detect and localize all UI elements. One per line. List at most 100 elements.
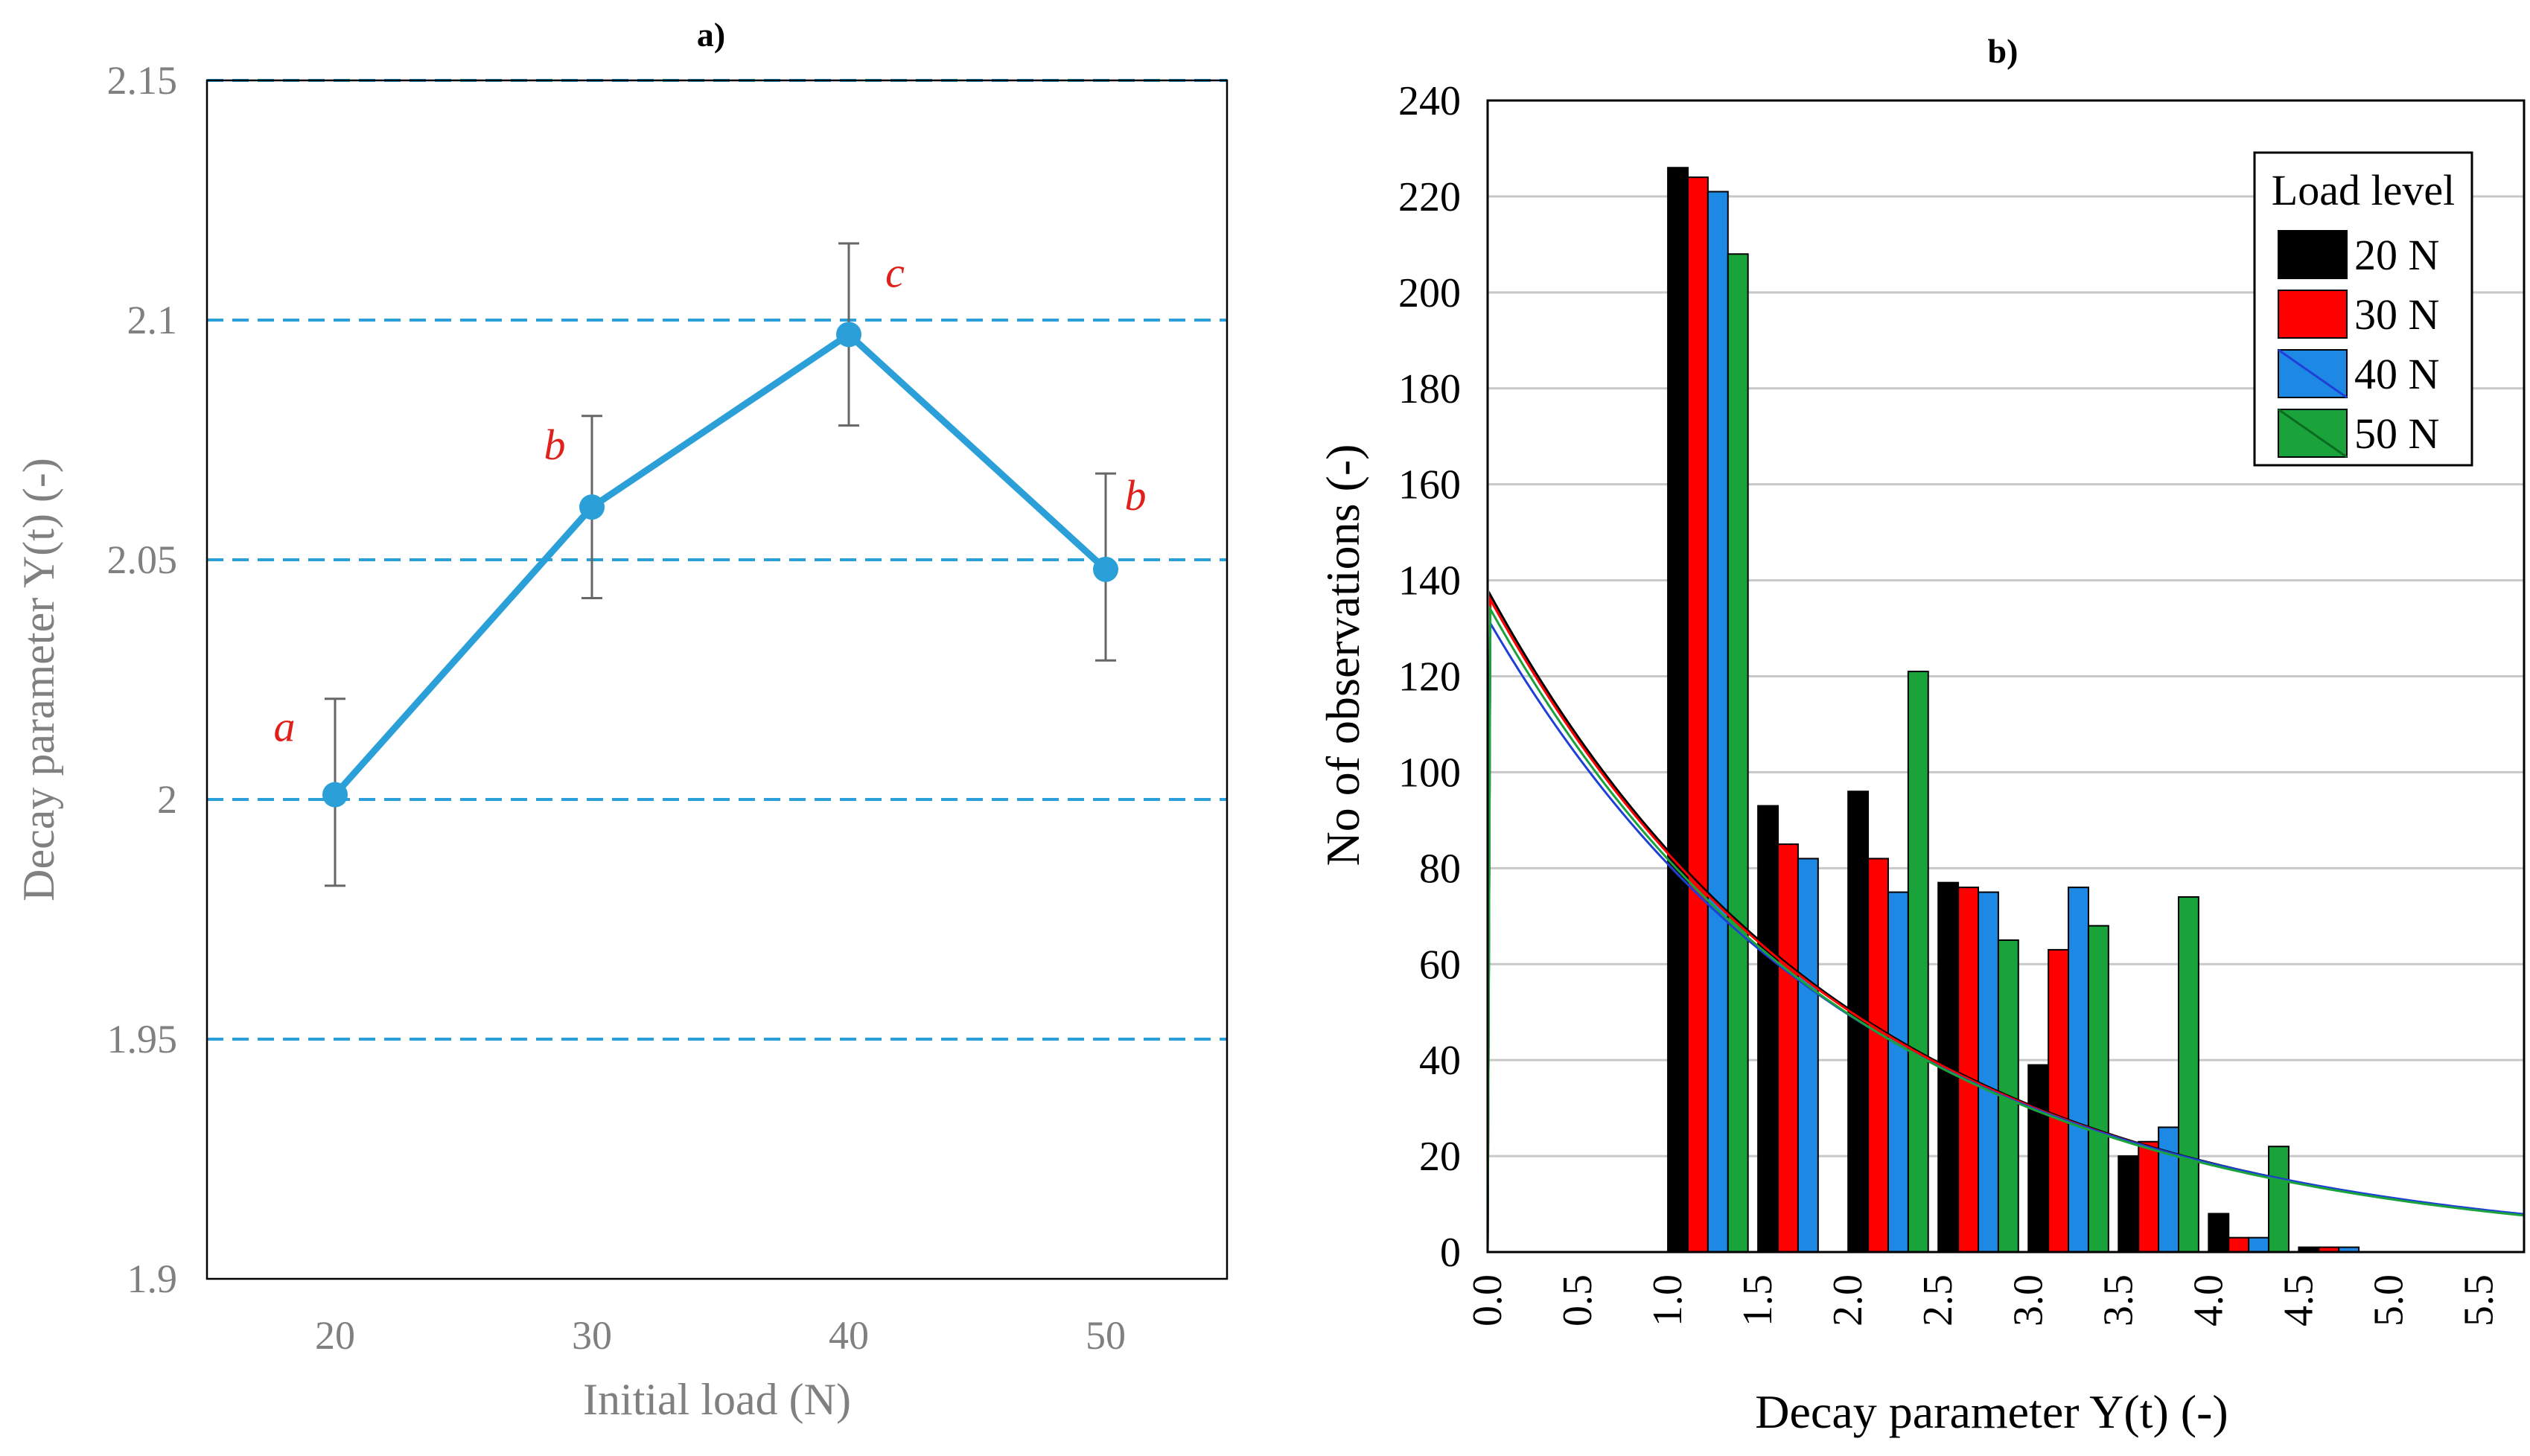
histogram-bar xyxy=(2138,1140,2160,1254)
histogram-bar xyxy=(2228,1236,2250,1253)
panel-b-x-axis-label: Decay parameter Y(t) (-) xyxy=(1755,1385,2228,1438)
histogram-bar xyxy=(1727,253,1749,1253)
panel-b-x-tick-label: 4.0 xyxy=(2185,1274,2231,1326)
panel-a-error-bars xyxy=(325,242,1116,887)
panel-b-y-tick-label: 0 xyxy=(1440,1230,1461,1276)
panel-b-x-tick-label: 1.0 xyxy=(1645,1274,1691,1326)
legend-swatch-curve xyxy=(2278,408,2348,459)
panel-a-points xyxy=(322,322,1118,808)
panel-b-title: b) xyxy=(1988,32,2018,70)
panel-a-group-letter: c xyxy=(885,248,905,296)
panel-b-y-tick-label: 140 xyxy=(1398,558,1461,604)
panel-b-y-tick-labels: 0 20 40 60 80 100 120 140 160 180 200 220 240 xyxy=(1398,78,1461,1276)
panel-a-group-letter: b xyxy=(544,421,566,469)
legend-swatch-curve xyxy=(2278,348,2348,399)
panel-b-y-tick-label: 20 xyxy=(1419,1134,1461,1180)
histogram-bar xyxy=(1777,843,1799,1253)
histogram-bar xyxy=(1978,891,1999,1253)
histogram-bar xyxy=(2087,925,2109,1254)
panel-b-y-tick-label: 220 xyxy=(1398,174,1461,220)
panel-b-y-tick-label: 120 xyxy=(1398,654,1461,700)
histogram-bar xyxy=(2208,1213,2230,1254)
panel-b-x-tick-label: 0.0 xyxy=(1465,1274,1511,1326)
panel-b-y-tick-label: 180 xyxy=(1398,366,1461,412)
panel-a-gridlines xyxy=(207,79,1227,1041)
panel-a-y-tick-label: 1.9 xyxy=(127,1257,178,1301)
panel-b-y-tick-label: 200 xyxy=(1398,270,1461,316)
histogram-bar xyxy=(1686,176,1709,1254)
panel-b-x-tick-label: 5.5 xyxy=(2456,1274,2502,1326)
legend-swatch xyxy=(2278,230,2348,279)
histogram-bar xyxy=(1887,891,1909,1253)
histogram-bar xyxy=(1797,858,1819,1253)
panel-b-fit-curve xyxy=(1486,604,2525,1253)
panel-a-series-line xyxy=(332,331,1109,797)
panel-a-y-tick-label: 2.1 xyxy=(127,298,178,342)
panel-a-title: a) xyxy=(697,16,725,54)
panel-a-x-tick-label: 30 xyxy=(572,1313,612,1358)
panel-b-y-tick-label: 80 xyxy=(1419,846,1461,892)
legend-swatch xyxy=(2278,290,2348,339)
panel-b-y-tick-label: 160 xyxy=(1398,462,1461,508)
panel-b-x-tick-label: 4.5 xyxy=(2275,1274,2322,1326)
panel-b-x-tick-label: 1.5 xyxy=(1735,1274,1781,1326)
panel-a-y-axis-label: Decay parameter Y(t) (-) xyxy=(14,458,63,901)
panel-b-fit-curves xyxy=(1486,590,2525,1253)
legend-title: Load level xyxy=(2272,166,2455,214)
panel-a-data-point xyxy=(1093,556,1118,582)
histogram-bar xyxy=(1667,167,1689,1253)
panel-a-x-axis-label: Initial load (N) xyxy=(583,1375,851,1424)
panel-a-x-tick-label: 40 xyxy=(829,1313,869,1358)
panel-a-x-tick-label: 20 xyxy=(315,1313,355,1358)
panel-b-x-tick-label: 2.5 xyxy=(1915,1274,1961,1326)
histogram-bar xyxy=(2027,1064,2050,1254)
panel-a-y-tick-label: 2.05 xyxy=(107,537,178,582)
panel-a-x-tick-labels: 20 30 40 50 xyxy=(315,1313,1126,1358)
panel-b-y-tick-label: 100 xyxy=(1398,750,1461,796)
panel-a-plot-frame xyxy=(205,79,1229,1280)
panel-b-legend: Load level 20 N 30 N 40 N 50 N xyxy=(2253,151,2473,467)
panel-a-data-point xyxy=(836,322,861,348)
legend-items: 20 N 30 N 40 N 50 N xyxy=(2278,230,2439,459)
panel-b-x-tick-label: 3.5 xyxy=(2095,1274,2141,1326)
legend-label: 30 N xyxy=(2354,290,2439,339)
panel-a-group-letter: b xyxy=(1125,471,1147,520)
panel-a-y-tick-label: 1.95 xyxy=(107,1017,178,1061)
histogram-bar xyxy=(2248,1236,2270,1253)
panel-a-line-chart: a) 1.9 1.95 2 2.05 2.1 2.15 20 30 40 50 a b c b Ini… xyxy=(14,16,1229,1424)
histogram-bar xyxy=(2048,948,2070,1253)
histogram-bar xyxy=(2158,1126,2180,1253)
panel-b-x-tick-label: 0.5 xyxy=(1555,1274,1601,1326)
legend-label: 20 N xyxy=(2354,231,2439,279)
panel-a-group-letters: a b c b xyxy=(274,248,1147,750)
panel-a-y-tick-label: 2.15 xyxy=(107,58,178,103)
legend-label: 50 N xyxy=(2354,409,2439,458)
histogram-bar xyxy=(1707,191,1729,1253)
legend-label: 40 N xyxy=(2354,350,2439,398)
panel-b-y-tick-label: 40 xyxy=(1419,1038,1461,1084)
panel-a-y-tick-label: 2 xyxy=(157,777,177,822)
histogram-bar xyxy=(1757,805,1779,1253)
panel-a-group-letter: a xyxy=(274,703,296,751)
histogram-bar xyxy=(2118,1155,2140,1254)
panel-b-x-tick-label: 5.0 xyxy=(2365,1274,2412,1326)
panel-b-x-tick-label: 2.0 xyxy=(1825,1274,1871,1326)
panel-b-x-tick-label: 3.0 xyxy=(2005,1274,2051,1326)
histogram-bar xyxy=(1957,887,1980,1254)
panel-b-y-tick-label: 240 xyxy=(1398,78,1461,124)
panel-b-x-tick-labels: 0.0 0.5 1.0 1.5 2.0 2.5 3.0 3.5 4.0 4.5 5.0 5.5 xyxy=(1465,1274,2502,1326)
histogram-bar xyxy=(2268,1146,2290,1253)
histogram-bar xyxy=(2068,887,2089,1254)
histogram-bar xyxy=(1867,858,1889,1253)
panel-a-data-point xyxy=(579,494,605,520)
panel-a-x-tick-label: 50 xyxy=(1086,1313,1126,1358)
panel-b-plot-frame xyxy=(1486,99,2526,1254)
panel-b-y-tick-label: 60 xyxy=(1419,942,1461,988)
panel-b-histogram: b) 0 20 40 60 80 100 120 140 160 180 200 220 240 0.0… xyxy=(1316,32,2526,1438)
panel-b-y-axis-label: No of observations (-) xyxy=(1316,444,1369,866)
panel-a-data-point xyxy=(322,782,348,808)
histogram-bar xyxy=(1907,671,1929,1253)
histogram-bar xyxy=(2178,896,2199,1253)
panel-a-y-tick-labels: 1.9 1.95 2 2.05 2.1 2.15 xyxy=(107,58,178,1301)
